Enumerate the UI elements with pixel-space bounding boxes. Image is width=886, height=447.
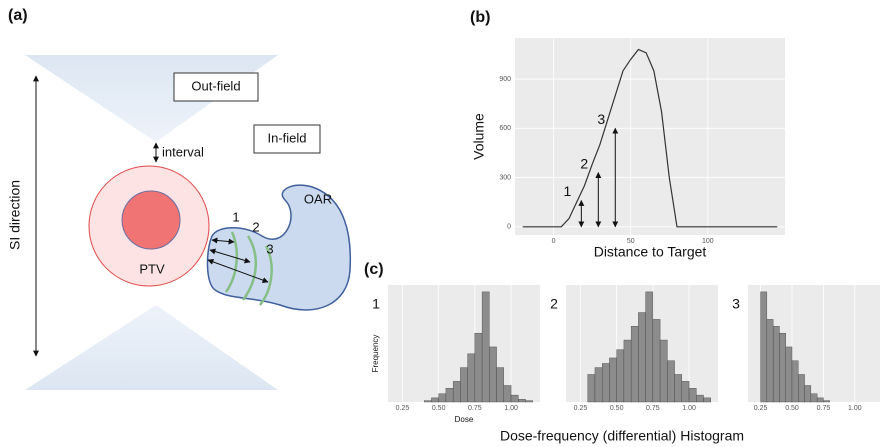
hist-bar <box>772 326 780 403</box>
x-tick-label: 0.50 <box>785 405 799 412</box>
beam-bottom <box>25 305 278 390</box>
panel-number: 2 <box>550 296 558 312</box>
panel-number: 1 <box>372 296 380 312</box>
ptv-label: PTV <box>139 261 165 276</box>
hist-bar <box>438 393 447 403</box>
hist-bar <box>460 367 468 403</box>
panel-number: 3 <box>732 296 740 312</box>
hist-bar <box>823 400 830 403</box>
x-axis-title: Dose <box>455 415 474 424</box>
hist-bar <box>645 291 654 403</box>
x-tick-label: 1.00 <box>504 405 518 412</box>
hist-bar <box>452 381 461 403</box>
hist-bar <box>652 319 661 403</box>
x-tick-label: 1.00 <box>848 405 862 412</box>
annotation-label: 3 <box>597 111 605 127</box>
x-tick-label: 0.75 <box>646 405 660 412</box>
y-tick-label: 300 <box>499 174 511 181</box>
hist-bar <box>423 400 432 403</box>
hist-bar <box>496 367 505 403</box>
x-tick-label: 50 <box>627 238 635 245</box>
region-label: 3 <box>266 241 273 256</box>
hist-bar <box>474 332 483 403</box>
x-tick-label: 0.75 <box>468 405 482 412</box>
contour <box>259 245 273 306</box>
hist-bar <box>510 394 519 403</box>
si-label: SI direction <box>7 180 23 250</box>
hist-bar <box>623 339 632 403</box>
oar-label: OAR <box>304 191 332 206</box>
hist-bar <box>798 374 805 403</box>
hist-bar <box>616 349 625 403</box>
x-tick-label: 0.25 <box>396 405 410 412</box>
annotation-label: 2 <box>580 155 588 171</box>
hist-bar <box>760 291 768 403</box>
hist-bar <box>445 388 454 403</box>
hist-bar <box>791 360 799 403</box>
y-tick-label: 600 <box>499 125 511 132</box>
panel-label: (b) <box>470 9 490 26</box>
hist-bar <box>630 326 639 403</box>
x-tick-label: 100 <box>702 238 714 245</box>
y-tick-label: 900 <box>499 76 511 83</box>
target <box>121 190 181 250</box>
plot-area <box>515 38 785 235</box>
region-label: 1 <box>232 209 239 224</box>
data-line <box>522 48 778 228</box>
annotation-label: 1 <box>563 183 571 199</box>
y-axis-title: Frequency <box>371 335 380 373</box>
hist-bar <box>659 339 668 403</box>
hist-bar <box>785 346 793 403</box>
hist-bar <box>467 353 476 403</box>
hist-bar <box>810 393 818 403</box>
in-field-label: In-field <box>267 130 306 145</box>
hist-bar <box>587 374 596 403</box>
hist-bar <box>779 332 786 403</box>
x-tick-label: 0.75 <box>817 405 831 412</box>
x-tick-label: 0.25 <box>754 405 768 412</box>
hist-bar <box>594 367 603 403</box>
hist-bar <box>674 374 683 403</box>
x-tick-label: 0.50 <box>432 405 446 412</box>
hist-bar <box>489 346 497 403</box>
hist-bar <box>681 381 690 403</box>
x-tick-label: 1.00 <box>682 405 696 412</box>
box <box>253 124 321 154</box>
distance-arrow <box>211 237 235 245</box>
box <box>173 72 259 102</box>
panel-label: (a) <box>8 7 28 24</box>
hist-bar <box>503 385 512 403</box>
hist-bar <box>601 363 610 403</box>
panel-label: (c) <box>364 261 384 278</box>
hist-bar <box>696 394 704 403</box>
x-axis-title: Distance to Target <box>594 244 707 260</box>
x-tick-label: 0.50 <box>610 405 624 412</box>
hist-bar <box>638 312 646 403</box>
caption: Dose-frequency (differential) Histogram <box>500 428 744 444</box>
hist-bar <box>431 397 439 403</box>
hist-bar <box>688 388 697 403</box>
hist-bar <box>667 360 675 403</box>
hist-bar <box>525 400 533 403</box>
hist-bar <box>481 291 490 403</box>
y-axis-title: Volume <box>471 113 487 160</box>
interval-label: interval <box>162 144 204 159</box>
hist-bar <box>766 319 774 403</box>
out-field-label: Out-field <box>191 78 240 93</box>
x-tick-label: 0.25 <box>574 405 588 412</box>
hist-bar <box>518 399 526 403</box>
y-tick-label: 0 <box>507 224 511 231</box>
hist-bar <box>804 385 812 403</box>
hist-bar <box>703 397 711 403</box>
hist-bar <box>816 397 824 403</box>
region-label: 2 <box>252 219 259 234</box>
distance-arrow <box>207 259 269 283</box>
x-tick-label: 0 <box>552 238 556 245</box>
hist-bar <box>609 357 617 403</box>
panel-a: (a) SI direction Out-field In-field inte… <box>7 7 352 390</box>
